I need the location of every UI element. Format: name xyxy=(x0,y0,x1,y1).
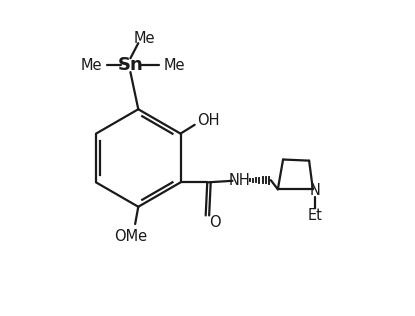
Text: Me: Me xyxy=(164,58,185,73)
Text: OMe: OMe xyxy=(114,228,147,244)
Text: Me: Me xyxy=(81,58,102,73)
Text: O: O xyxy=(210,215,221,230)
Text: OH: OH xyxy=(197,112,219,128)
Text: Me: Me xyxy=(133,31,155,46)
Text: N: N xyxy=(309,183,320,198)
Text: Sn: Sn xyxy=(117,56,143,74)
Text: NH: NH xyxy=(229,173,251,188)
Text: Et: Et xyxy=(308,208,322,222)
